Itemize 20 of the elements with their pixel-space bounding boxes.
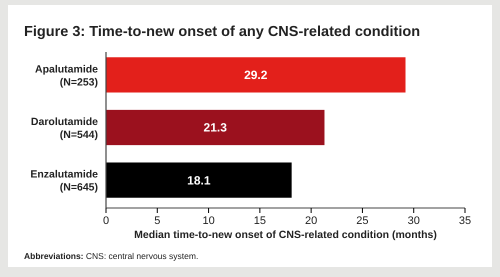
x-tick-label: 0 (102, 214, 110, 227)
bar (106, 57, 406, 93)
x-tick-label: 10 (202, 214, 215, 227)
x-tick-label: 35 (458, 214, 472, 227)
y-tick-label: Apalutamide (N=253) (34, 63, 98, 88)
bar (106, 162, 292, 198)
x-tick-label: 30 (408, 214, 420, 227)
data-label: 21.3 (204, 120, 228, 135)
bar (106, 110, 324, 146)
y-tick-label: Enzalutamide (N=645) (30, 168, 98, 194)
x-tick-label: 15 (254, 214, 266, 227)
x-tick-label: 25 (356, 214, 369, 227)
x-tick-label: 20 (305, 214, 318, 227)
data-label: 29.2 (244, 68, 268, 82)
y-tick-label: Darolutamide (N=544) (30, 116, 98, 141)
x-axis-title: Median time-to-new onset of CNS-related condition (months) (134, 229, 437, 241)
chart-title: Figure 3: Time-to-new onset of any CNS-related condition (24, 24, 420, 40)
x-tick-label: 5 (154, 214, 160, 227)
text: Abbreviations: CNS: central nervous system. (24, 251, 198, 261)
data-label: 18.1 (187, 173, 211, 188)
